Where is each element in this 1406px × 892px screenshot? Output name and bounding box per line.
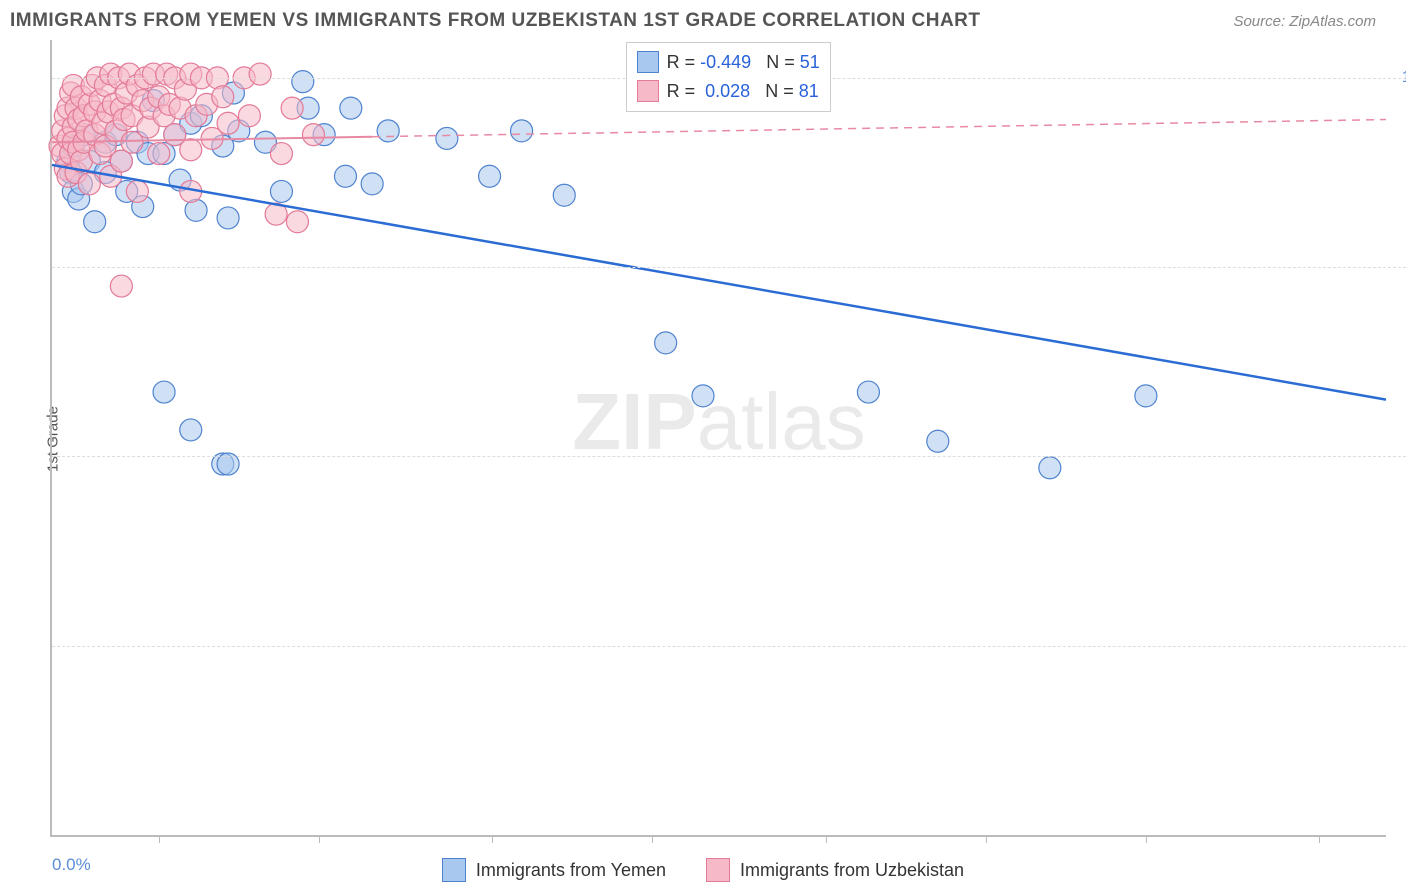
legend-item-yemen: Immigrants from Yemen xyxy=(442,858,666,882)
data-point xyxy=(927,430,949,452)
data-point xyxy=(110,275,132,297)
x-tick xyxy=(986,835,987,843)
data-point xyxy=(270,143,292,165)
legend-r-value-uzbekistan: 0.028 xyxy=(705,81,750,101)
data-point xyxy=(334,165,356,187)
gridline xyxy=(52,646,1406,647)
x-tick xyxy=(319,835,320,843)
gridline xyxy=(52,456,1406,457)
data-point xyxy=(180,419,202,441)
data-point xyxy=(511,120,533,142)
legend-r-value-yemen: -0.449 xyxy=(700,52,751,72)
legend-label-uzbekistan: Immigrants from Uzbekistan xyxy=(740,860,964,881)
legend-swatch-yemen xyxy=(637,51,659,73)
data-point xyxy=(292,71,314,93)
data-point xyxy=(126,180,148,202)
data-point xyxy=(340,97,362,119)
data-point xyxy=(1039,457,1061,479)
data-point xyxy=(479,165,501,187)
data-point xyxy=(286,211,308,233)
data-point xyxy=(148,143,170,165)
legend-swatch-uzbekistan xyxy=(637,80,659,102)
legend-n-value-uzbekistan: 81 xyxy=(799,81,819,101)
data-point xyxy=(153,381,175,403)
data-point xyxy=(377,120,399,142)
legend-swatch-uzbekistan-bottom xyxy=(706,858,730,882)
data-point xyxy=(110,150,132,172)
legend-statistics: R = -0.449 N = 51 R = 0.028 N = 81 xyxy=(626,42,831,112)
data-point xyxy=(180,139,202,161)
legend-label-yemen: Immigrants from Yemen xyxy=(476,860,666,881)
legend-stat-row: R = 0.028 N = 81 xyxy=(637,77,820,106)
legend-n-value-yemen: 51 xyxy=(800,52,820,72)
x-tick xyxy=(492,835,493,843)
chart-title: IMMIGRANTS FROM YEMEN VS IMMIGRANTS FROM… xyxy=(10,10,981,32)
regression-line xyxy=(52,165,1386,400)
data-point xyxy=(302,124,324,146)
data-point xyxy=(1135,385,1157,407)
plot-area: ZIPatlas R = -0.449 N = 51 R = 0.028 N =… xyxy=(50,40,1386,837)
y-tick-label: 100.0% xyxy=(1402,69,1406,87)
data-point xyxy=(655,332,677,354)
x-tick xyxy=(652,835,653,843)
data-point xyxy=(212,86,234,108)
x-tick xyxy=(826,835,827,843)
chart-container: 1st Grade ZIPatlas R = -0.449 N = 51 R =… xyxy=(25,40,1386,837)
data-point xyxy=(857,381,879,403)
x-tick xyxy=(1319,835,1320,843)
data-point xyxy=(281,97,303,119)
x-tick xyxy=(1146,835,1147,843)
data-point xyxy=(217,112,239,134)
data-point xyxy=(361,173,383,195)
data-point xyxy=(692,385,714,407)
source-attribution: Source: ZipAtlas.com xyxy=(1233,13,1376,30)
data-point xyxy=(249,63,271,85)
legend-stat-row: R = -0.449 N = 51 xyxy=(637,48,820,77)
legend-r-label: R = xyxy=(667,52,696,72)
chart-svg xyxy=(52,40,1386,835)
data-point xyxy=(84,211,106,233)
data-point xyxy=(78,173,100,195)
legend-item-uzbekistan: Immigrants from Uzbekistan xyxy=(706,858,964,882)
legend-n-label: N = xyxy=(766,52,795,72)
data-point xyxy=(217,207,239,229)
x-tick xyxy=(159,835,160,843)
legend-r-label: R = xyxy=(667,81,696,101)
data-point xyxy=(436,127,458,149)
data-point xyxy=(553,184,575,206)
legend-n-label: N = xyxy=(765,81,794,101)
legend-series: Immigrants from Yemen Immigrants from Uz… xyxy=(0,858,1406,882)
legend-swatch-yemen-bottom xyxy=(442,858,466,882)
data-point xyxy=(270,180,292,202)
data-point xyxy=(238,105,260,127)
gridline xyxy=(52,267,1406,268)
